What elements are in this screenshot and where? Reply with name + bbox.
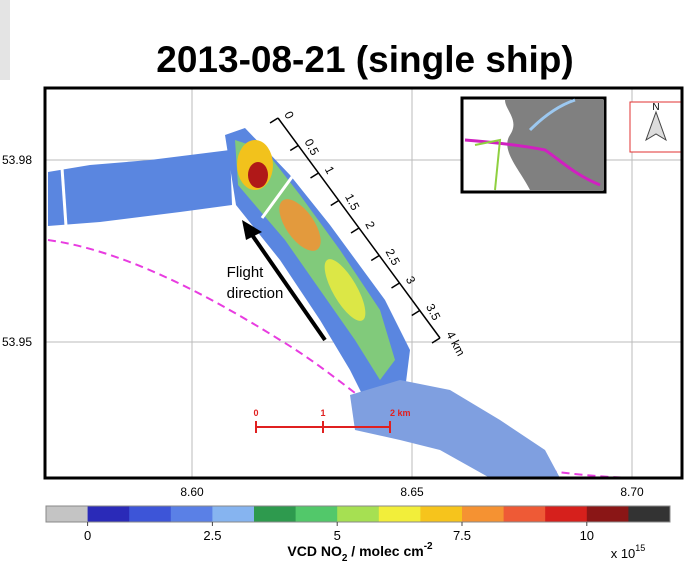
label-part: VCD NO (287, 543, 342, 559)
colorbar-tick-label: 2.5 (203, 528, 221, 543)
colorbar-label: VCD NO2 / molec cm-2 (287, 541, 433, 564)
lat-label: 53.95 (2, 335, 32, 349)
north-label: N (652, 102, 659, 113)
lat-label: 53.98 (2, 153, 32, 167)
color-cell (296, 506, 338, 522)
inset-map (462, 98, 605, 192)
title: 2013-08-21 (single ship) (156, 39, 573, 80)
lon-label: 8.60 (180, 485, 204, 499)
colorbar-tick-label: 10 (580, 528, 594, 543)
label-sup: -2 (424, 541, 433, 552)
lon-label: 8.65 (400, 485, 424, 499)
red-label: 1 (320, 408, 325, 418)
mult-part: x 10 (611, 546, 636, 561)
color-cell (420, 506, 462, 522)
color-cell (337, 506, 379, 522)
lon-labels: 8.60 8.65 8.70 (180, 485, 644, 499)
red-label: 0 (253, 408, 258, 418)
colorbar: 0 2.5 5 7.5 10 (46, 506, 671, 543)
red-label: 2 km (390, 408, 411, 418)
side-bar (0, 0, 10, 80)
multiplier: x 1015 (611, 543, 646, 561)
color-cell (462, 506, 504, 522)
mult-sup: 15 (635, 543, 645, 553)
hotspot (248, 162, 268, 188)
colorbar-tick-label: 7.5 (453, 528, 471, 543)
label-part: / molec cm (347, 543, 423, 559)
lon-label: 8.70 (620, 485, 644, 499)
color-cell (545, 506, 587, 522)
color-cell (379, 506, 421, 522)
color-cell (504, 506, 546, 522)
color-cell (587, 506, 629, 522)
color-cell (46, 506, 88, 522)
colorbar-tick-label: 0 (84, 528, 91, 543)
colorbar-tick-label: 5 (334, 528, 341, 543)
color-cell (628, 506, 670, 522)
color-cell (88, 506, 130, 522)
color-cell (171, 506, 213, 522)
annotation: Flight (227, 264, 265, 281)
color-cell (212, 506, 254, 522)
color-cell (129, 506, 171, 522)
color-cell (254, 506, 296, 522)
page: 2013-08-21 (single ship) Flight directio… (0, 0, 688, 568)
annotation: direction (227, 285, 284, 302)
